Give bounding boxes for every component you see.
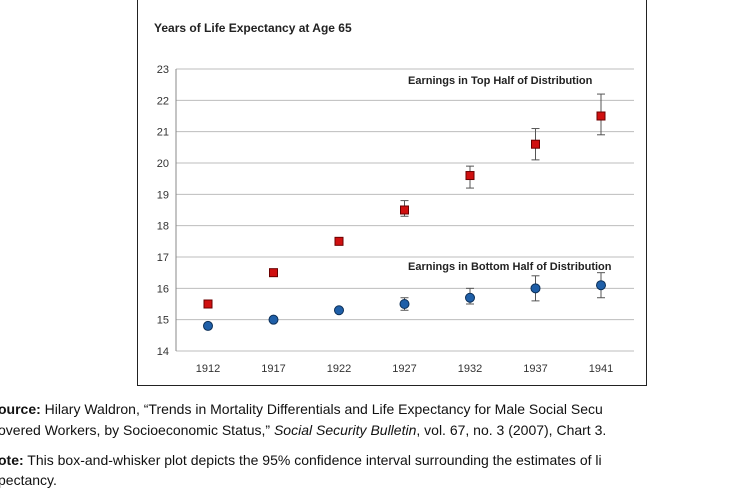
source-text-2a: overed Workers, by Socioeconomic Status,… (0, 422, 274, 438)
y-tick-label: 14 (157, 346, 169, 358)
source-text-1: Hilary Waldron, “Trends in Mortality Dif… (40, 401, 603, 417)
source-journal: Social Security Bulletin (273, 422, 417, 438)
data-point-top (400, 205, 409, 215)
note-line-1: ote: This box-and-whisker plot depicts t… (0, 451, 602, 470)
data-point-bottom (268, 314, 279, 325)
y-tick-label: 17 (157, 252, 169, 264)
y-tick-label: 15 (157, 315, 169, 327)
data-point-bottom (530, 283, 541, 294)
x-tick-label: 1932 (458, 363, 482, 375)
data-point-top (465, 171, 475, 181)
source-line-2: overed Workers, by Socioeconomic Status,… (0, 421, 606, 440)
chart-svg: Years of Life Expectancy at Age 65 14 15 16… (154, 21, 634, 375)
data-point-bottom (399, 299, 410, 309)
chart-frame: Years of Life Expectancy at Age 65 14 15 16… (137, 0, 647, 386)
note-label: ote: (0, 452, 24, 468)
x-tick-label: 1912 (196, 363, 220, 375)
y-tick-label: 20 (157, 158, 169, 170)
y-tick-label: 16 (157, 283, 169, 295)
data-point-top (334, 236, 344, 246)
note-line-2: pectancy. (0, 471, 57, 490)
data-point-top (203, 299, 213, 309)
x-tick-label: 1927 (392, 363, 416, 375)
y-tick-label: 19 (157, 189, 169, 201)
y-tick-label: 23 (157, 64, 169, 76)
source-label: ource: (0, 401, 41, 417)
data-point-bottom (334, 305, 344, 316)
x-tick-label: 1917 (261, 363, 285, 375)
x-tick-label: 1941 (589, 363, 613, 375)
chart-title: Years of Life Expectancy at Age 65 (154, 21, 352, 35)
y-tick-label: 21 (157, 127, 169, 139)
series-label-top: Earnings in Top Half of Distribution (408, 75, 593, 87)
note-text-1: This box-and-whisker plot depicts the 95… (23, 452, 602, 468)
x-tick-label: 1922 (327, 363, 351, 375)
data-point-top (531, 139, 540, 149)
series-label-bottom: Earnings in Bottom Half of Distribution (408, 261, 612, 273)
data-point-top (596, 111, 606, 121)
y-tick-label: 18 (157, 221, 169, 233)
data-point-bottom (465, 292, 475, 303)
data-point-bottom (596, 280, 606, 291)
data-point-top (269, 268, 278, 278)
y-tick-label: 22 (157, 95, 169, 107)
note-text-2: pectancy. (0, 472, 57, 488)
source-text-2b: , vol. 67, no. 3 (2007), Chart 3. (416, 422, 607, 438)
x-tick-label: 1937 (523, 363, 547, 375)
data-point-bottom (203, 320, 213, 331)
source-line-1: ource: Hilary Waldron, “Trends in Mortal… (0, 400, 603, 419)
